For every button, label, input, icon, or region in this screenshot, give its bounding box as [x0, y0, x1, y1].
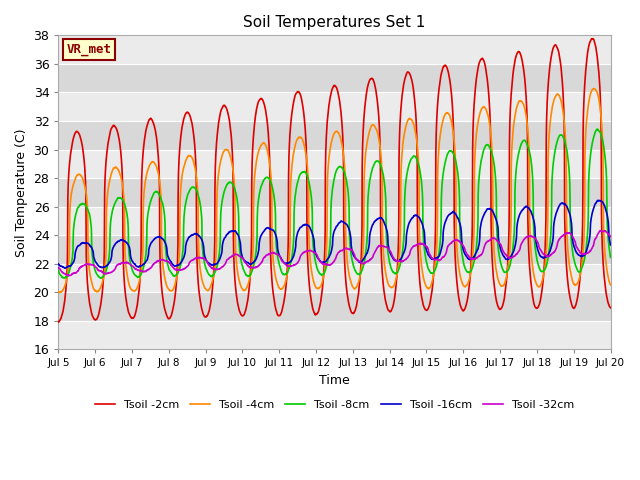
Tsoil -16cm — [596, 198, 604, 204]
Tsoil -2cm — [596, 84, 604, 90]
Tsoil -16cm — [150, 236, 158, 242]
Line: Tsoil -2cm: Tsoil -2cm — [58, 39, 611, 322]
Tsoil -32cm — [266, 251, 274, 256]
Tsoil -4cm — [266, 166, 274, 172]
Bar — [58, 64, 611, 93]
Tsoil -4cm — [607, 282, 614, 288]
Tsoil -32cm — [536, 247, 544, 252]
Tsoil -32cm — [607, 234, 614, 240]
X-axis label: Time: Time — [319, 374, 350, 387]
Bar — [58, 206, 611, 235]
Bar — [58, 121, 611, 149]
Tsoil -16cm — [266, 226, 274, 232]
Tsoil -2cm — [290, 97, 298, 103]
Tsoil -8cm — [150, 190, 158, 195]
Tsoil -8cm — [54, 267, 62, 273]
Tsoil -8cm — [596, 129, 604, 135]
Bar — [58, 36, 611, 64]
Tsoil -8cm — [97, 276, 105, 281]
Bar — [58, 178, 611, 206]
Tsoil -16cm — [607, 242, 614, 248]
Tsoil -8cm — [118, 196, 125, 202]
Bar — [58, 149, 611, 178]
Tsoil -32cm — [118, 260, 125, 266]
Tsoil -16cm — [596, 198, 604, 204]
Line: Tsoil -16cm: Tsoil -16cm — [58, 201, 611, 268]
Bar — [58, 292, 611, 321]
Tsoil -16cm — [54, 261, 62, 267]
Y-axis label: Soil Temperature (C): Soil Temperature (C) — [15, 128, 28, 257]
Tsoil -2cm — [150, 122, 158, 128]
Legend: Tsoil -2cm, Tsoil -4cm, Tsoil -8cm, Tsoil -16cm, Tsoil -32cm: Tsoil -2cm, Tsoil -4cm, Tsoil -8cm, Tsoi… — [90, 396, 579, 415]
Tsoil -16cm — [61, 265, 68, 271]
Tsoil -4cm — [54, 289, 62, 295]
Line: Tsoil -8cm: Tsoil -8cm — [58, 129, 611, 278]
Tsoil -2cm — [266, 228, 274, 234]
Tsoil -4cm — [590, 86, 598, 92]
Tsoil -2cm — [607, 305, 614, 311]
Line: Tsoil -4cm: Tsoil -4cm — [58, 89, 611, 292]
Tsoil -32cm — [150, 261, 158, 266]
Bar — [58, 93, 611, 121]
Tsoil -16cm — [536, 253, 544, 259]
Tsoil -4cm — [536, 283, 544, 288]
Line: Tsoil -32cm: Tsoil -32cm — [58, 230, 611, 276]
Tsoil -32cm — [54, 265, 62, 271]
Tsoil -2cm — [589, 36, 597, 42]
Tsoil -4cm — [596, 104, 604, 110]
Tsoil -32cm — [596, 228, 604, 233]
Tsoil -4cm — [150, 160, 158, 166]
Bar — [58, 264, 611, 292]
Tsoil -2cm — [118, 156, 125, 162]
Tsoil -4cm — [291, 147, 298, 153]
Tsoil -16cm — [118, 237, 125, 243]
Tsoil -8cm — [607, 254, 614, 260]
Tsoil -32cm — [596, 228, 604, 234]
Tsoil -8cm — [266, 178, 274, 184]
Text: VR_met: VR_met — [67, 43, 112, 56]
Title: Soil Temperatures Set 1: Soil Temperatures Set 1 — [243, 15, 426, 30]
Tsoil -8cm — [536, 267, 544, 273]
Tsoil -16cm — [291, 251, 298, 257]
Tsoil -2cm — [54, 319, 62, 325]
Tsoil -2cm — [536, 299, 544, 304]
Tsoil -32cm — [291, 262, 298, 268]
Tsoil -8cm — [291, 205, 298, 211]
Bar — [58, 235, 611, 264]
Bar — [58, 321, 611, 349]
Tsoil -8cm — [594, 126, 602, 132]
Tsoil -4cm — [118, 177, 125, 183]
Tsoil -32cm — [65, 273, 72, 278]
Tsoil -4cm — [56, 289, 63, 295]
